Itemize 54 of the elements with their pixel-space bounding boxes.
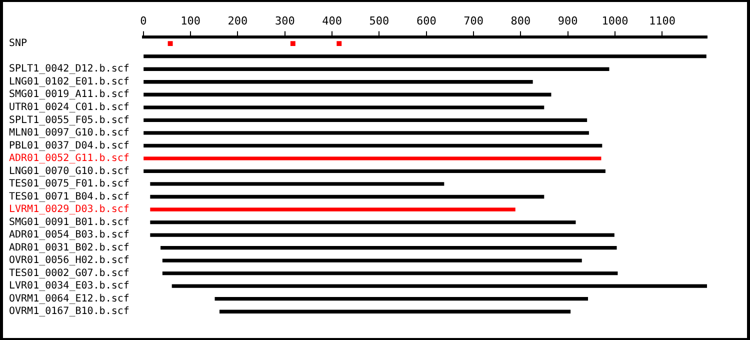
bar — [150, 182, 444, 186]
x-tick-label: 800 — [510, 14, 531, 28]
x-tick-label: 300 — [274, 14, 295, 28]
bar — [144, 144, 602, 148]
x-tick-label: 100 — [180, 14, 201, 28]
bar — [144, 80, 533, 84]
bar — [144, 106, 544, 110]
x-tick-label: 0 — [140, 14, 147, 28]
bar — [162, 272, 618, 276]
bar — [144, 92, 552, 96]
y-tick-label: OVR01_0056_H02.b.scf — [9, 255, 130, 266]
y-tick-label: TES01_0075_F01.b.scf — [9, 178, 130, 190]
y-tick-label: SPLT1_0055_F05.b.scf — [9, 114, 130, 126]
x-tick-label: 1000 — [602, 14, 628, 28]
bar — [219, 310, 571, 314]
y-tick-label: SMG01_0091_B01.b.scf — [9, 216, 130, 228]
bar — [144, 169, 606, 174]
y-tick-label: TES01_0071_B04.b.scf — [9, 191, 130, 202]
bar — [144, 131, 589, 135]
bar — [150, 194, 544, 199]
x-tick-label: 400 — [322, 14, 342, 28]
y-tick-label: SNP — [9, 38, 28, 50]
bar — [160, 246, 617, 250]
x-tick-label: 1100 — [648, 14, 676, 28]
bar — [144, 118, 588, 122]
y-tick-label: OVRM1_0167_B10.b.scf — [9, 306, 130, 318]
bar — [144, 156, 602, 160]
y-tick-label: UTR01_0024_C01.b.scf — [9, 102, 130, 113]
bar — [150, 233, 614, 237]
y-tick-label: LVR01_0034_E03.b.scf — [9, 280, 130, 292]
y-tick-label: SPLT1_0042_D12.b.scf — [9, 64, 130, 75]
y-tick-label: ADR01_0054_B03.b.scf — [9, 230, 130, 241]
x-tick-label: 200 — [228, 14, 248, 28]
y-tick-label: SMG01_0019_A11.b.scf — [9, 89, 130, 100]
y-tick-label: ADR01_0031_B02.b.scf — [9, 242, 130, 254]
y-tick-label: LNG01_0102_E01.b.scf — [9, 76, 130, 88]
x-tick-label: 500 — [369, 14, 390, 28]
y-tick-label: TES01_0002_G07.b.scf — [9, 268, 130, 279]
x-tick-label: 700 — [464, 14, 484, 28]
bar — [172, 284, 707, 288]
bar — [150, 208, 516, 212]
x-tick-label: 900 — [558, 14, 578, 28]
bar — [150, 220, 576, 224]
y-tick-label: PBL01_0037_D04.b.scf — [9, 140, 130, 152]
y-tick-label: MLN01_0097_G10.b.scf — [9, 128, 130, 139]
x-tick-label: 600 — [416, 14, 436, 28]
bar — [144, 67, 610, 71]
y-tick-label: ADR01_0052_G11.b.scf — [9, 153, 130, 164]
bar — [144, 54, 706, 58]
bar — [162, 258, 582, 262]
y-tick-label: OVRM1_0064_E12.b.scf — [9, 293, 130, 304]
y-tick-label: LVRM1_0029_D03.b.scf — [9, 204, 130, 216]
bar — [214, 297, 588, 301]
y-tick-label: LNG01_0070_G10.b.scf — [9, 166, 130, 177]
